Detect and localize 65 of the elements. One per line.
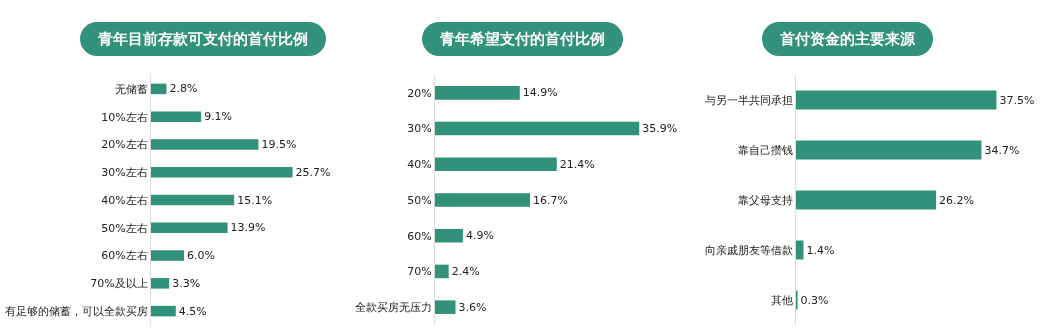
bar bbox=[435, 121, 640, 136]
y-tick-label: 50%左右 bbox=[101, 221, 148, 235]
bar bbox=[796, 140, 982, 160]
bar bbox=[151, 166, 293, 178]
y-tick-label: 20%左右 bbox=[101, 138, 148, 152]
bar bbox=[796, 240, 804, 260]
data-label: 9.1% bbox=[204, 110, 233, 124]
y-tick-label: 40%左右 bbox=[101, 193, 148, 207]
y-tick-label: 60% bbox=[407, 229, 432, 243]
bar bbox=[151, 139, 259, 150]
y-tick-label: 靠自己攒钱 bbox=[737, 143, 793, 157]
y-tick-label: 有足够的储蓄，可以全款买房 bbox=[4, 304, 148, 318]
data-label: 3.3% bbox=[172, 276, 201, 290]
bar bbox=[796, 90, 997, 110]
data-label: 1.4% bbox=[806, 243, 835, 257]
data-label: 2.8% bbox=[169, 82, 198, 96]
y-tick-label: 10%左右 bbox=[101, 110, 148, 124]
data-label: 34.7% bbox=[984, 143, 1020, 157]
data-label: 6.0% bbox=[187, 249, 215, 263]
chart-title: 青年希望支付的首付比例 bbox=[422, 22, 623, 56]
bar bbox=[151, 194, 235, 206]
data-label: 3.6% bbox=[458, 300, 487, 314]
y-tick-label: 30%左右 bbox=[101, 166, 148, 180]
data-label: 19.5% bbox=[261, 137, 297, 151]
bar bbox=[435, 157, 557, 172]
data-label: 14.9% bbox=[522, 86, 558, 100]
bar bbox=[796, 190, 937, 210]
data-label: 26.2% bbox=[939, 193, 974, 207]
data-label: 16.7% bbox=[533, 193, 568, 207]
y-tick-label: 与另一半共同承担 bbox=[704, 93, 793, 107]
bar bbox=[435, 228, 463, 243]
bar bbox=[151, 250, 185, 261]
y-tick-label: 20% bbox=[407, 86, 432, 100]
y-tick-label: 全款买房无压力 bbox=[354, 300, 432, 314]
bar bbox=[151, 111, 202, 122]
data-label: 15.1% bbox=[237, 193, 273, 207]
y-tick-label: 60%左右 bbox=[101, 249, 148, 263]
y-tick-label: 50% bbox=[407, 193, 432, 207]
bar bbox=[435, 264, 449, 279]
data-label: 37.5% bbox=[999, 93, 1035, 107]
data-label: 35.9% bbox=[642, 122, 678, 136]
chart-title: 首付资金的主要来源 bbox=[762, 22, 933, 56]
bar bbox=[151, 222, 228, 234]
bar bbox=[435, 300, 456, 314]
data-label: 25.7% bbox=[295, 165, 331, 179]
data-label: 2.4% bbox=[451, 264, 480, 278]
y-tick-label: 无储蓄 bbox=[114, 82, 148, 96]
bar bbox=[151, 83, 167, 95]
bar bbox=[151, 305, 176, 317]
bar bbox=[151, 278, 170, 289]
y-tick-label: 70%及以上 bbox=[90, 277, 148, 291]
bar bbox=[435, 193, 531, 207]
bar bbox=[435, 86, 520, 100]
y-tick-label: 40% bbox=[407, 158, 432, 172]
data-label: 0.3% bbox=[800, 293, 829, 307]
chart-title: 青年目前存款可支付的首付比例 bbox=[80, 22, 326, 56]
y-tick-label: 其他 bbox=[770, 293, 793, 307]
data-label: 4.5% bbox=[178, 304, 207, 318]
data-label: 4.9% bbox=[465, 229, 494, 243]
data-label: 13.9% bbox=[230, 221, 266, 235]
y-tick-label: 向亲戚朋友等借款 bbox=[704, 243, 793, 257]
data-label: 21.4% bbox=[559, 157, 595, 171]
y-tick-label: 70% bbox=[407, 265, 432, 279]
y-tick-label: 靠父母支持 bbox=[737, 193, 793, 207]
y-tick-label: 30% bbox=[407, 122, 432, 136]
